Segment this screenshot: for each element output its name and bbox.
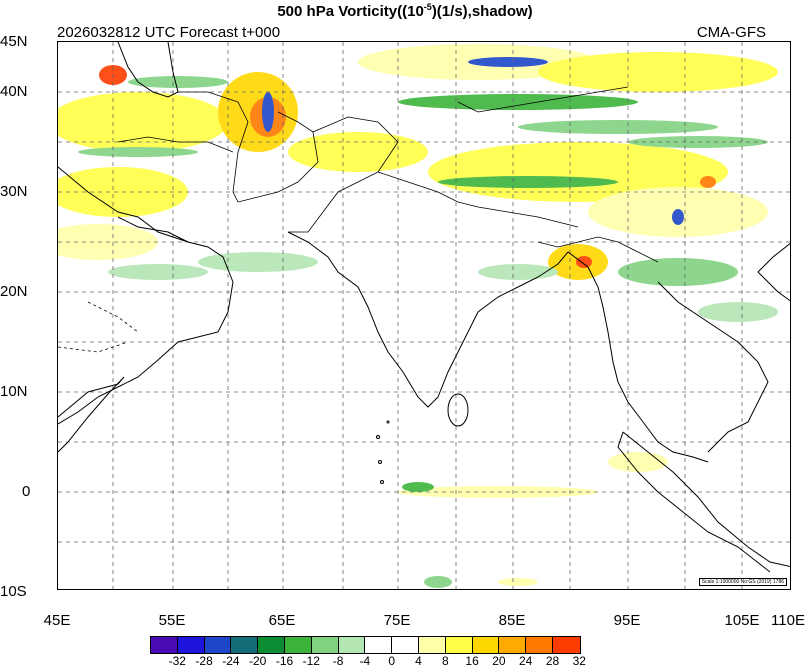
colorbar-cell bbox=[231, 637, 259, 653]
colorbar-tick-label: -20 bbox=[249, 654, 267, 668]
colorbar-cell bbox=[472, 637, 500, 653]
colorbar-tick-label: -16 bbox=[275, 654, 294, 668]
colorbar-cell bbox=[177, 637, 205, 653]
lat-label-40n: 40N bbox=[0, 83, 28, 100]
lon-label-45e: 45E bbox=[43, 612, 71, 629]
colorbar-tick-label: -24 bbox=[222, 654, 240, 668]
colorbar-tick-label: 0 bbox=[388, 654, 396, 668]
colorbar-cell bbox=[392, 637, 419, 653]
lon-label-95e: 95E bbox=[613, 612, 641, 629]
colorbar-tick-label: -32 bbox=[168, 654, 186, 668]
lon-label-110e: 110E bbox=[771, 612, 805, 629]
vorticity-shading bbox=[58, 44, 778, 588]
lon-label-65e: 65E bbox=[268, 612, 296, 629]
colorbar-tick-label: 32 bbox=[572, 654, 586, 668]
lat-label-45n: 45N bbox=[0, 33, 28, 50]
country-borders bbox=[58, 86, 659, 353]
colorbar-tick-label: -28 bbox=[195, 654, 213, 668]
colorbar-cell bbox=[365, 637, 393, 653]
vorticity-map bbox=[58, 42, 790, 589]
colorbar-tick-label: 24 bbox=[519, 654, 533, 668]
colorbar-cell bbox=[445, 637, 473, 653]
colorbar-cell bbox=[338, 637, 366, 653]
colorbar-tick-label: 28 bbox=[545, 654, 560, 668]
lat-label-30n: 30N bbox=[0, 183, 28, 200]
scale-note: Scale 1:1000000 No:GS (2019) 1786 bbox=[698, 578, 787, 586]
lon-label-55e: 55E bbox=[158, 612, 186, 629]
map-panel: Scale 1:1000000 No:GS (2019) 1786 bbox=[57, 41, 791, 590]
colorbar-tick-label: 16 bbox=[465, 654, 479, 668]
model-name-label: CMA-GFS bbox=[696, 24, 766, 41]
forecast-time-label: 2026032812 UTC Forecast t+000 bbox=[57, 24, 281, 41]
colorbar-tick-label: 20 bbox=[492, 654, 506, 668]
colorbar-tick-label: 4 bbox=[415, 654, 422, 668]
colorbar bbox=[150, 636, 581, 654]
colorbar-cell bbox=[204, 637, 232, 653]
colorbar-cell bbox=[151, 637, 178, 653]
colorbar-tick-label: -8 bbox=[332, 654, 344, 668]
colorbar-tick-label: -12 bbox=[302, 654, 320, 668]
lon-label-85e: 85E bbox=[498, 612, 526, 629]
colorbar-cell bbox=[499, 637, 527, 653]
chart-title: 500 hPa Vorticity((10-5)(1/s),shadow) bbox=[277, 2, 533, 20]
colorbar-cell bbox=[258, 637, 285, 653]
colorbar-tick-label: -4 bbox=[359, 654, 371, 668]
lat-label-10n: 10N bbox=[0, 383, 28, 400]
lat-label-0: 0 bbox=[22, 483, 31, 500]
colorbar-cell bbox=[552, 637, 580, 653]
colorbar-cell bbox=[284, 637, 312, 653]
lon-label-75e: 75E bbox=[383, 612, 411, 629]
colorbar-tick-label: 8 bbox=[441, 654, 449, 668]
colorbar-cell bbox=[311, 637, 339, 653]
lat-label-20n: 20N bbox=[0, 283, 28, 300]
colorbar-cell bbox=[418, 637, 446, 653]
lon-label-105e: 105E bbox=[724, 612, 760, 629]
lat-label-10s: 10S bbox=[0, 583, 27, 600]
coastline bbox=[58, 42, 790, 573]
colorbar-cell bbox=[526, 637, 553, 653]
